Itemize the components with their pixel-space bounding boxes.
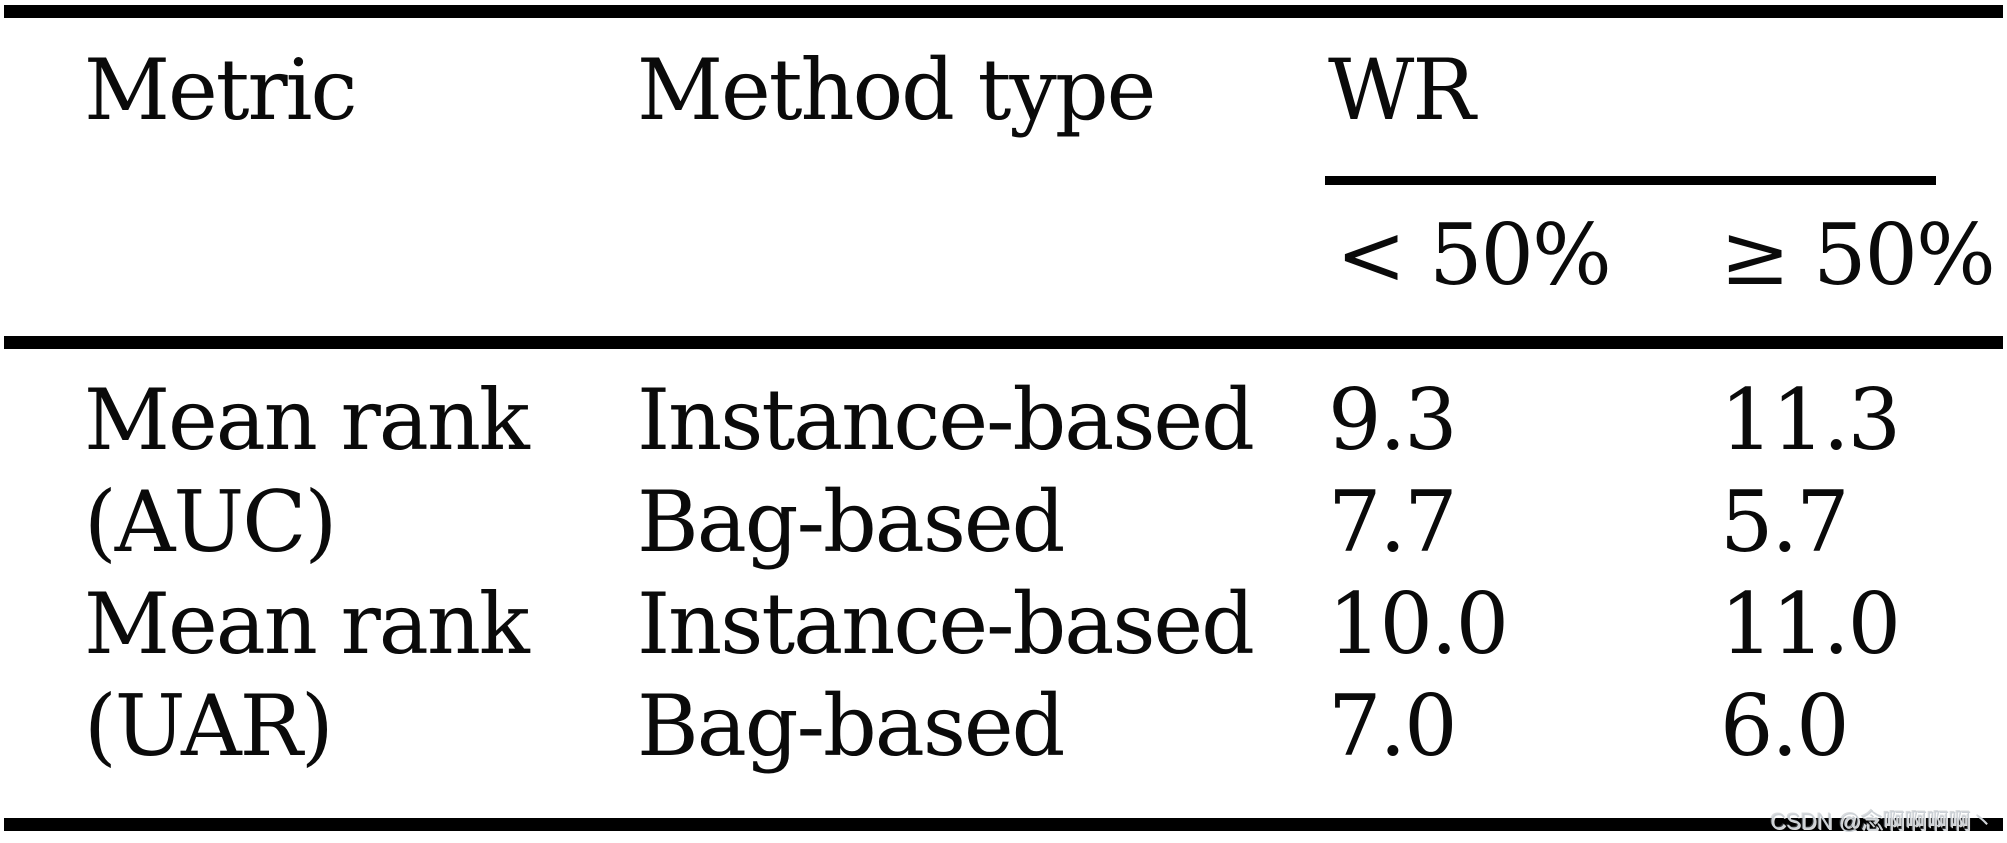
cell-wr-lt50-row1: 9.3 [1328,371,1458,469]
column-header-wr-group: WR [1328,41,1476,139]
subheader-wr-lt50: < 50% [1336,206,1612,304]
csdn-watermark: CSDN @念啊啊啊啊丶 [1770,809,1993,834]
cell-metric-row1: Mean rank [84,371,530,469]
table-bottom-rule [4,818,2003,831]
cell-method-row1: Instance-based [637,371,1255,469]
cell-wr-ge50-row2: 5.7 [1720,473,1850,571]
table-header-rule [4,336,2003,349]
subheader-wr-ge50: ≥ 50% [1720,206,1996,304]
cell-wr-ge50-row1: 11.3 [1720,371,1901,469]
wr-group-rule [1325,176,1936,185]
cell-wr-ge50-row4: 6.0 [1720,677,1850,775]
column-header-metric: Metric [84,41,358,139]
cell-wr-ge50-row3: 11.0 [1720,575,1901,673]
cell-wr-lt50-row4: 7.0 [1328,677,1458,775]
cell-method-row4: Bag-based [637,677,1065,775]
column-header-method-type: Method type [637,41,1156,139]
cell-metric-row4: (UAR) [84,677,334,775]
cell-method-row3: Instance-based [637,575,1255,673]
cell-method-row2: Bag-based [637,473,1065,571]
cell-metric-row3: Mean rank [84,575,530,673]
cell-wr-lt50-row3: 10.0 [1328,575,1509,673]
cell-wr-lt50-row2: 7.7 [1328,473,1458,571]
table-top-rule [4,5,2003,18]
cell-metric-row2: (AUC) [84,473,337,571]
